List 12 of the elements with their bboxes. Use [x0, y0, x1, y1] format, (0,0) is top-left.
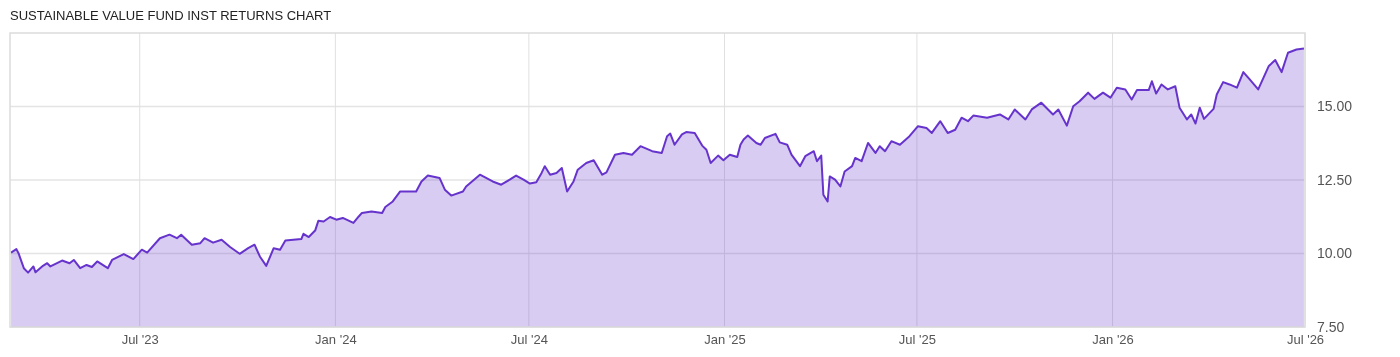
x-tick-label: Jan '24: [315, 332, 357, 348]
chart-title: SUSTAINABLE VALUE FUND INST RETURNS CHART: [10, 8, 332, 23]
x-tick-label: Jul '26: [1286, 332, 1325, 348]
x-tick-label: Jan '25: [704, 332, 746, 348]
y-tick-label: 10.00: [1317, 245, 1353, 262]
x-tick-label: Jul '23: [121, 332, 159, 348]
x-tick-label: Jul '25: [898, 332, 937, 348]
x-tick-label: Jan '26: [1092, 332, 1134, 348]
y-tick-label: 7.50: [1317, 318, 1345, 335]
y-tick-label: 12.50: [1317, 171, 1353, 188]
y-tick-label: 15.00: [1317, 98, 1353, 115]
x-tick-label: Jul '24: [510, 332, 548, 348]
